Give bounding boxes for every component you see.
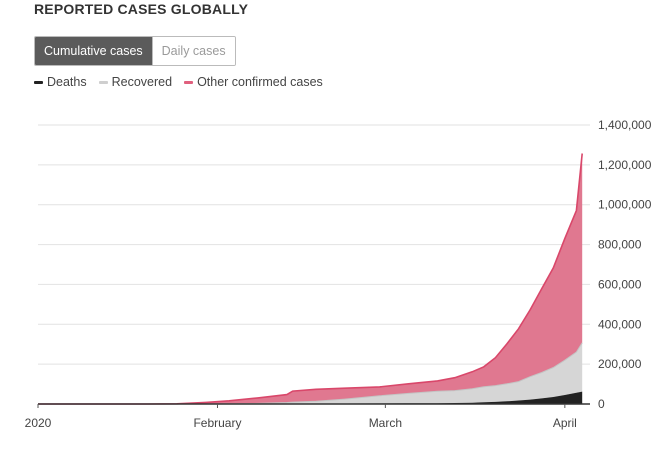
x-tick-label: 2020 (25, 416, 52, 430)
legend-item-deaths: Deaths (34, 75, 87, 89)
y-tick-label: 0 (598, 397, 605, 411)
daily-cases-tab[interactable]: Daily cases (151, 37, 235, 65)
legend-label-deaths: Deaths (47, 75, 87, 89)
y-tick-label: 200,000 (598, 357, 642, 371)
legend-item-recovered: Recovered (98, 75, 173, 89)
line-total-confirmed (38, 153, 583, 405)
legend-swatch-recovered (98, 80, 108, 84)
y-tick-label: 1,400,000 (598, 118, 652, 132)
x-tick-label: February (193, 416, 241, 430)
cumulative-cases-tab[interactable]: Cumulative cases (35, 37, 152, 65)
chart-title: REPORTED CASES GLOBALLY (34, 1, 249, 17)
legend-label-recovered: Recovered (111, 75, 173, 89)
legend-label-other: Other confirmed cases (197, 75, 323, 89)
y-tick-label: 1,200,000 (598, 158, 652, 172)
area-other-confirmed (38, 153, 583, 404)
legend-item-other: Other confirmed cases (184, 75, 323, 89)
legend-swatch-other (184, 80, 194, 84)
area-recovered (38, 342, 583, 404)
x-tick-label: March (369, 416, 402, 430)
x-tick-label: April (553, 416, 577, 430)
y-tick-label: 1,000,000 (598, 198, 652, 212)
y-tick-label: 600,000 (598, 277, 642, 291)
view-toggle: Cumulative cases Daily cases (34, 36, 236, 66)
area-deaths (38, 391, 583, 404)
y-tick-label: 800,000 (598, 238, 642, 252)
chart-legend: Deaths Recovered Other confirmed cases (34, 75, 323, 89)
y-tick-label: 400,000 (598, 317, 642, 331)
legend-swatch-deaths (34, 80, 43, 84)
